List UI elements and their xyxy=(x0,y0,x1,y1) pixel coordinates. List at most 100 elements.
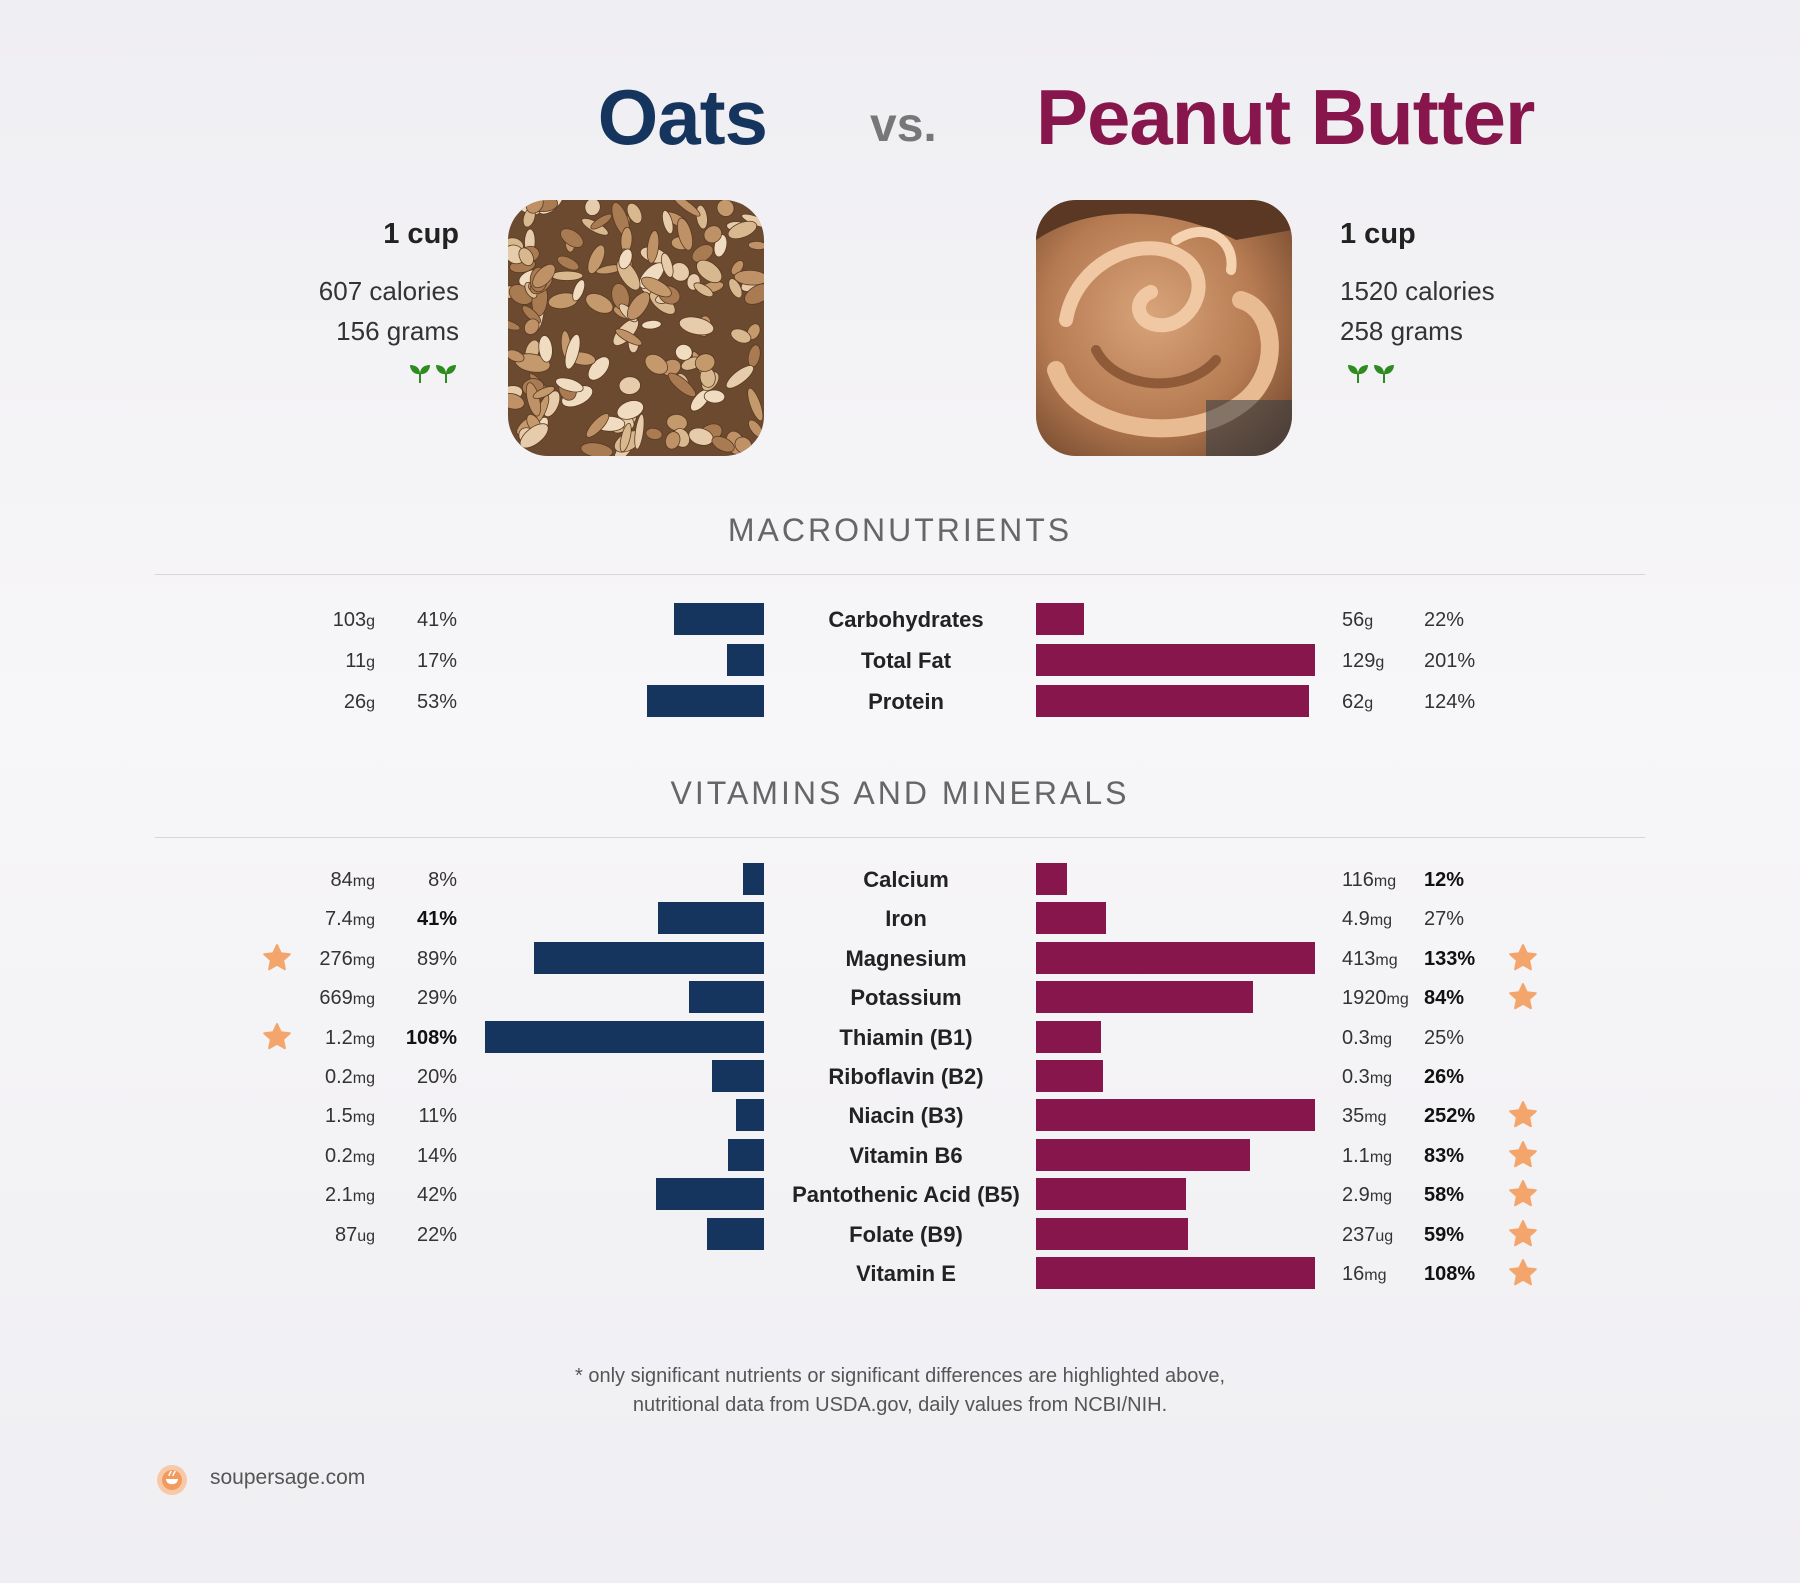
section-title-macronutrients: MACRONUTRIENTS xyxy=(727,512,1073,548)
left-amount-unit: mg xyxy=(352,873,375,890)
left-amount: 84mg xyxy=(331,863,375,897)
right-percent-label: 12% xyxy=(1424,869,1465,891)
footnote-line-1: * only significant nutrients or signific… xyxy=(574,1365,1226,1387)
right-amount-unit: g xyxy=(1364,695,1374,712)
section-divider xyxy=(155,574,1645,575)
peanut-butter-photo xyxy=(1036,200,1292,456)
right-amount: 2.9mg xyxy=(1342,1178,1392,1212)
right-bar xyxy=(1036,644,1316,676)
left-amount: 0.2mg xyxy=(325,1060,375,1094)
right-percent-label: 84% xyxy=(1424,987,1465,1010)
left-bar xyxy=(689,981,764,1014)
left-amount: 669mg xyxy=(319,981,375,1015)
left-amount-unit: mg xyxy=(352,1030,375,1048)
star-icon xyxy=(263,943,291,970)
star-icon xyxy=(1509,983,1537,1010)
right-amount: 62g xyxy=(1342,685,1373,719)
nutrient-label: Vitamin B6 xyxy=(849,1142,963,1168)
right-food-title: Peanut Butter xyxy=(1036,73,1535,161)
star-icon xyxy=(1509,1101,1537,1128)
left-amount-value: 103 xyxy=(332,609,367,631)
nutrient-row: 11g 17% Total Fat 129g 201% xyxy=(0,644,1800,678)
nutrient-row: 1.5mg 11% Niacin (B3) 35mg 252% xyxy=(0,1099,1800,1133)
right-amount: 1.1mg xyxy=(1342,1139,1392,1173)
left-amount-value: 0.2 xyxy=(324,1066,353,1088)
left-amount: 276mg xyxy=(319,942,375,976)
right-amount: 129g xyxy=(1342,644,1384,678)
site-link[interactable]: soupersage.com xyxy=(210,1466,366,1489)
right-amount-unit: mg xyxy=(1369,1030,1393,1048)
right-amount-unit: mg xyxy=(1364,1267,1387,1284)
right-amount-value: 129 xyxy=(1342,650,1376,672)
right-grams: 258 grams xyxy=(1340,316,1463,346)
right-amount-value: 1.1 xyxy=(1342,1144,1370,1167)
right-percent-label: 22% xyxy=(1424,609,1465,631)
left-amount-value: 2.1 xyxy=(324,1184,353,1207)
right-amount-value: 4.9 xyxy=(1342,908,1370,931)
left-amount-unit: mg xyxy=(352,951,375,969)
right-amount-unit: g xyxy=(1375,654,1385,671)
star-icon xyxy=(1509,1140,1537,1167)
left-bar xyxy=(534,941,764,974)
right-amount: 116mg xyxy=(1342,863,1396,897)
left-amount-unit: mg xyxy=(352,1070,375,1087)
right-bar xyxy=(1036,1138,1251,1171)
nutrient-row: 2.1mg 42% Pantothenic Acid (B5) 2.9mg 58% xyxy=(0,1178,1800,1212)
right-amount-value: 0.3 xyxy=(1342,1026,1370,1049)
left-percent-label: 41% xyxy=(416,908,457,931)
left-percent-label: 89% xyxy=(416,947,457,970)
nutrient-row: 0.2mg 14% Vitamin B6 1.1mg 83% xyxy=(0,1138,1800,1173)
left-amount: 7.4mg xyxy=(325,902,375,936)
left-serving: 1 cup xyxy=(383,218,459,250)
right-amount-unit: mg xyxy=(1373,873,1397,890)
left-amount-value: 84 xyxy=(330,869,353,891)
left-amount-value: 11 xyxy=(345,650,367,672)
right-amount-unit: mg xyxy=(1369,1070,1393,1087)
nutrient-row: 84mg 8% Calcium 116mg 12% xyxy=(0,863,1800,897)
section-title-vitamins-minerals: VITAMINS AND MINERALS xyxy=(670,775,1130,811)
left-amount: 2.1mg xyxy=(325,1178,375,1212)
left-bar xyxy=(712,1060,764,1092)
left-bar xyxy=(727,1138,764,1171)
right-amount-unit: mg xyxy=(1369,912,1393,930)
star-icon xyxy=(1509,1180,1537,1207)
left-calories: 607 calories xyxy=(318,276,459,306)
left-bar xyxy=(743,863,764,895)
left-amount-unit: mg xyxy=(352,1148,375,1166)
right-bar xyxy=(1036,1178,1186,1211)
left-amount: 1.5mg xyxy=(325,1099,375,1133)
nutrient-label: Thiamin (B1) xyxy=(839,1024,973,1050)
right-bar xyxy=(1036,941,1315,974)
right-amount-unit: ug xyxy=(1375,1227,1394,1245)
left-bar xyxy=(707,1217,764,1250)
left-bar xyxy=(647,685,764,717)
right-bar xyxy=(1036,1020,1101,1053)
left-grams: 156 grams xyxy=(336,316,459,346)
right-bar xyxy=(1036,603,1085,635)
right-amount-unit: mg xyxy=(1386,991,1409,1009)
section-divider xyxy=(155,837,1645,838)
star-icon xyxy=(1509,943,1537,970)
left-amount: 0.2mg xyxy=(325,1139,375,1173)
left-amount-value: 1.2 xyxy=(324,1026,353,1049)
right-serving: 1 cup xyxy=(1340,218,1416,250)
nutrient-row: 26g 53% Protein 62g 124% xyxy=(0,685,1800,719)
nutrient-row: 7.4mg 41% Iron 4.9mg 27% xyxy=(0,902,1800,936)
right-amount-value: 35 xyxy=(1342,1105,1365,1128)
nutrient-label: Folate (B9) xyxy=(849,1221,963,1247)
nutrient-row: 669mg 29% Potassium 1920mg 84% xyxy=(0,981,1800,1015)
left-percent-label: 41% xyxy=(416,609,457,631)
right-percent-label: 25% xyxy=(1424,1026,1465,1049)
right-bar xyxy=(1036,1257,1315,1289)
nutrient-row: Vitamin E 16mg 108% xyxy=(0,1257,1800,1291)
left-amount: 11g xyxy=(345,644,375,678)
left-food-title: Oats xyxy=(597,73,768,161)
footnote: * only significant nutrients or signific… xyxy=(0,1362,1800,1420)
left-amount: 26g xyxy=(344,685,375,719)
nutrient-label: Calcium xyxy=(863,867,949,892)
left-amount-unit: mg xyxy=(352,912,375,930)
left-percent-label: 20% xyxy=(416,1066,457,1088)
nutrient-label: Total Fat xyxy=(860,648,952,673)
right-bar xyxy=(1036,863,1067,895)
right-bar xyxy=(1036,1217,1189,1250)
